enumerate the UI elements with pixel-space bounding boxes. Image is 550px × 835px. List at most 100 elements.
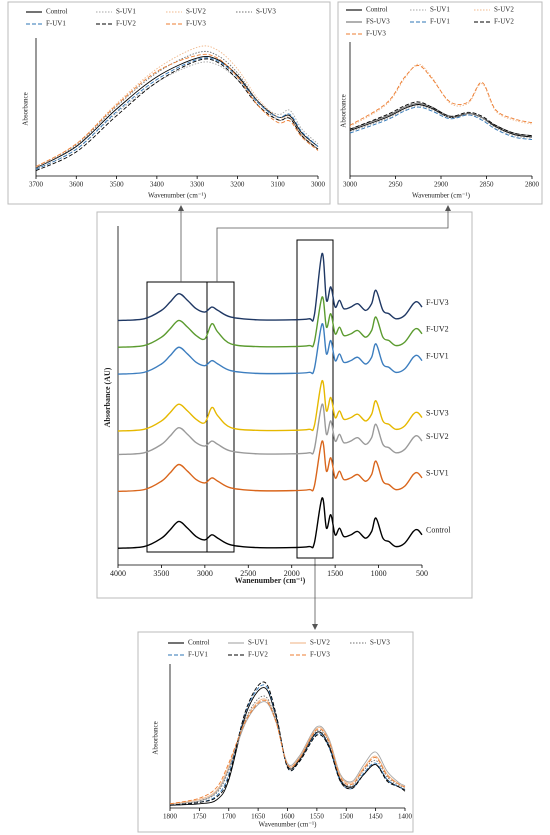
x-tick-label: 2500 (240, 569, 256, 578)
x-axis-title: Wanenumber (cm⁻¹) (235, 576, 306, 585)
spectrum-line (169, 684, 406, 806)
x-tick-label: 3300 (190, 181, 205, 189)
spectrum-line (117, 323, 423, 375)
spectrum-line (349, 101, 533, 137)
series-label: S-UV3 (426, 408, 449, 417)
spectrum-line (117, 296, 423, 348)
main-highlights (146, 239, 334, 559)
x-tick-label: 1450 (369, 813, 384, 821)
x-tick-label: 1700 (222, 813, 237, 821)
chart: 3000 2950 2900 2850 2800 Wavenumber (cm⁻¹) Abs… (340, 6, 540, 200)
x-tick-label: 3500 (153, 569, 169, 578)
legend-label: F-UV2 (248, 651, 268, 659)
x-tick-label: 1650 (251, 813, 266, 821)
x-tick-label: 1550 (310, 813, 325, 821)
spectrum-line (169, 701, 406, 805)
spectrum-line (169, 699, 406, 805)
legend-label: S-UV2 (494, 6, 514, 14)
y-axis-title: Absorbance (AU) (103, 367, 112, 427)
spectrum-line (117, 252, 423, 322)
x-tick-label: 500 (416, 569, 428, 578)
legend-label: F-UV1 (46, 20, 66, 28)
legend-label: S-UV1 (430, 6, 450, 14)
legend-label: S-UV3 (370, 639, 390, 647)
x-tick-label: 3000 (197, 569, 213, 578)
x-tick-label: 4000 (110, 569, 126, 578)
x-tick-label: 1600 (281, 813, 296, 821)
spectrum-line (35, 56, 319, 169)
spectrum-line (349, 104, 533, 138)
legend-label: Control (366, 6, 387, 14)
x-tick-label: 3400 (150, 181, 165, 189)
spectrum-line (35, 50, 319, 169)
arrowhead (178, 205, 184, 211)
legend-label: S-UV1 (248, 639, 268, 647)
x-tick-label: 3700 (29, 181, 44, 189)
series-label: F-UV1 (426, 351, 449, 360)
x-tick-label: 3100 (271, 181, 286, 189)
x-tick-label: 2000 (284, 569, 300, 578)
spectrum-line (349, 63, 533, 127)
x-tick-label: 2950 (389, 181, 404, 189)
legend-label: F-UV1 (430, 18, 450, 26)
x-axis-title: Wavenumber (cm⁻¹) (259, 821, 318, 829)
x-tick-label: 3600 (69, 181, 84, 189)
panel-frame (96, 211, 473, 599)
spectrum-line (169, 687, 406, 806)
arrowhead (312, 624, 318, 630)
spectrum-line (35, 58, 319, 172)
spectrum-line (35, 53, 319, 168)
x-tick-label: 2850 (480, 181, 495, 189)
arrowhead (445, 205, 451, 211)
x-tick-label: 3200 (230, 181, 245, 189)
arrows (178, 205, 451, 630)
spectrum-line (169, 681, 406, 806)
legend-label: S-UV2 (186, 8, 206, 16)
legend-label: S-UV1 (116, 8, 136, 16)
legend-label: Control (188, 639, 209, 647)
legend-label: F-UV3 (310, 651, 330, 659)
legend-label: FS-UV3 (366, 18, 390, 26)
x-axis-title: Wavenumber (cm⁻¹) (148, 192, 207, 200)
x-axis-title: Wavenumber (cm⁻¹) (412, 192, 471, 200)
x-tick-label: 1750 (192, 813, 207, 821)
spectrum-line (117, 403, 423, 456)
x-tick-label: 1500 (339, 813, 354, 821)
y-axis-title: Absorbance (22, 92, 30, 125)
legend-label: S-UV2 (310, 639, 330, 647)
series-label: F-UV2 (426, 325, 449, 334)
legend-label: F-UV3 (186, 20, 206, 28)
legend-label: F-UV2 (116, 20, 136, 28)
region-box (296, 239, 334, 559)
series-label: S-UV2 (426, 432, 449, 441)
x-tick-label: 2900 (434, 181, 449, 189)
spectrum-line (35, 45, 319, 168)
legend-label: Control (46, 8, 67, 16)
x-tick-label: 3000 (311, 181, 326, 189)
x-tick-label: 1500 (327, 569, 343, 578)
series-label: F-UV3 (426, 298, 449, 307)
spectrum-line (35, 61, 319, 170)
series-label: Control (426, 526, 451, 535)
spectrum-line (349, 106, 533, 141)
x-tick-label: 1400 (398, 813, 413, 821)
panel-frame (337, 1, 543, 205)
spectrum-line (35, 57, 319, 170)
y-axis-title: Absorbance (340, 94, 348, 127)
panel-frame (137, 631, 414, 833)
spectrum-line (349, 65, 533, 126)
legend-label: F-UV1 (188, 651, 208, 659)
legend-label: S-UV3 (256, 8, 276, 16)
spectrum-line (349, 105, 533, 139)
x-tick-label: 3500 (110, 181, 125, 189)
x-tick-label: 1000 (371, 569, 387, 578)
legend-label: F-UV3 (366, 30, 386, 38)
spectrum-line (117, 380, 423, 432)
x-tick-label: 1800 (163, 813, 178, 821)
region-box (146, 281, 235, 553)
arrow (216, 208, 449, 282)
x-tick-label: 3000 (343, 181, 358, 189)
chart: 1800 1750 1700 1650 1600 1550 1500 1450 1400 Wave… (152, 639, 413, 829)
chart: 4000 3500 3000 2500 2000 1500 1000 500 Wanenumbe… (103, 226, 451, 585)
